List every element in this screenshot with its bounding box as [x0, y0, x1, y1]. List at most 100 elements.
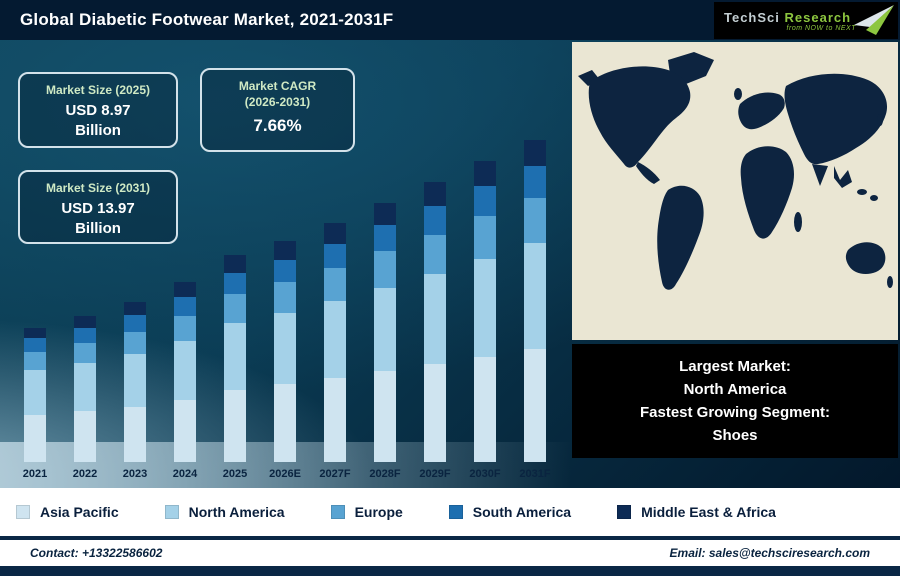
bar-segment-middle-east-africa[interactable]	[74, 316, 96, 328]
bar-column-2023: 2023	[110, 66, 160, 486]
bar-segment-middle-east-africa[interactable]	[24, 328, 46, 338]
bar-segment-south-america[interactable]	[124, 315, 146, 332]
bar-segment-asia-pacific[interactable]	[24, 415, 46, 462]
bar-stack	[524, 140, 546, 462]
header-bar: Global Diabetic Footwear Market, 2021-20…	[0, 0, 900, 40]
bar-segment-south-america[interactable]	[174, 297, 196, 316]
bar-segment-middle-east-africa[interactable]	[524, 140, 546, 166]
legend-item-south-america: South America	[448, 504, 572, 520]
bar-segment-north-america[interactable]	[224, 323, 246, 390]
bar-segment-europe[interactable]	[224, 294, 246, 323]
bar-segment-middle-east-africa[interactable]	[324, 223, 346, 244]
bar-segment-asia-pacific[interactable]	[324, 378, 346, 462]
bar-segment-europe[interactable]	[524, 198, 546, 243]
fastest-segment-label: Fastest Growing Segment:	[639, 404, 831, 421]
bar-chart: 2021 2022 2023 2024 2025 2026E 2027F 2028F 2029F…	[10, 66, 570, 486]
x-axis-label: 2026E	[269, 468, 301, 480]
bar-segment-asia-pacific[interactable]	[374, 371, 396, 462]
bar-segment-europe[interactable]	[374, 251, 396, 288]
bar-segment-north-america[interactable]	[474, 259, 496, 357]
bar-segment-middle-east-africa[interactable]	[374, 203, 396, 225]
legend-swatch	[448, 505, 463, 519]
bar-stack	[424, 182, 446, 462]
bar-column-2031f: 2031F	[510, 66, 560, 486]
bar-segment-north-america[interactable]	[274, 313, 296, 384]
x-axis-label: 2024	[172, 468, 198, 480]
card-value-unit: Billion	[75, 122, 121, 139]
legend-item-europe: Europe	[330, 504, 403, 520]
bar-segment-europe[interactable]	[24, 352, 46, 370]
bar-segment-asia-pacific[interactable]	[174, 400, 196, 462]
page-title: Global Diabetic Footwear Market, 2021-20…	[20, 10, 394, 29]
x-axis-label: 2031F	[519, 468, 551, 480]
bar-column-2030f: 2030F	[460, 66, 510, 486]
legend: Asia Pacific North America Europe South Ame…	[0, 488, 900, 536]
bar-column-2027f: 2027F	[310, 66, 360, 486]
bar-segment-asia-pacific[interactable]	[274, 384, 296, 462]
bar-segment-europe[interactable]	[324, 268, 346, 301]
bar-segment-north-america[interactable]	[424, 274, 446, 364]
bar-segment-north-america[interactable]	[524, 243, 546, 349]
bar-segment-asia-pacific[interactable]	[524, 349, 546, 462]
x-axis-label: 2023	[122, 468, 148, 480]
bar-segment-europe[interactable]	[424, 235, 446, 274]
bar-stack	[24, 328, 46, 462]
bar-segment-middle-east-africa[interactable]	[224, 255, 246, 273]
bar-segment-asia-pacific[interactable]	[74, 411, 96, 462]
bar-segment-north-america[interactable]	[324, 301, 346, 378]
bar-segment-south-america[interactable]	[24, 338, 46, 352]
bar-segment-south-america[interactable]	[274, 260, 296, 282]
legend-swatch	[617, 505, 632, 519]
bar-segment-south-america[interactable]	[474, 186, 496, 216]
bar-segment-middle-east-africa[interactable]	[274, 241, 296, 260]
bar-segment-south-america[interactable]	[224, 273, 246, 294]
bar-segment-asia-pacific[interactable]	[224, 390, 246, 462]
bar-segment-asia-pacific[interactable]	[474, 357, 496, 462]
bar-column-2024: 2024	[160, 66, 210, 486]
bar-column-2025: 2025	[210, 66, 260, 486]
bar-segment-asia-pacific[interactable]	[424, 364, 446, 462]
x-axis-label: 2029F	[419, 468, 451, 480]
logo-tagline: from NOW to NEXT	[786, 24, 856, 32]
continents	[578, 52, 893, 290]
card-label-sub: (2026-2031)	[244, 95, 311, 109]
chart-region: 2021 2022 2023 2024 2025 2026E 2027F 2028F 2029F…	[0, 40, 900, 488]
card-value-unit: Billion	[75, 220, 121, 237]
card-value: USD 13.97	[61, 200, 135, 217]
bar-segment-europe[interactable]	[274, 282, 296, 313]
legend-label: South America	[472, 504, 572, 520]
bar-segment-asia-pacific[interactable]	[124, 407, 146, 462]
bar-segment-north-america[interactable]	[74, 363, 96, 411]
bar-stack	[324, 223, 346, 462]
bar-segment-north-america[interactable]	[174, 341, 196, 400]
bar-stack	[224, 255, 246, 462]
bar-segment-middle-east-africa[interactable]	[174, 282, 196, 297]
x-axis-label: 2022	[72, 468, 98, 480]
bar-segment-south-america[interactable]	[74, 328, 96, 343]
bar-segment-europe[interactable]	[124, 332, 146, 354]
footer-divider	[0, 536, 900, 540]
logo-part1: TechSci	[724, 9, 780, 25]
bar-column-2026e: 2026E	[260, 66, 310, 486]
bar-segment-middle-east-africa[interactable]	[124, 302, 146, 315]
bar-segment-europe[interactable]	[74, 343, 96, 363]
legend-item-north-america: North America	[164, 504, 285, 520]
bar-segment-middle-east-africa[interactable]	[474, 161, 496, 186]
bar-segment-south-america[interactable]	[374, 225, 396, 251]
bar-segment-south-america[interactable]	[524, 166, 546, 198]
bar-segment-middle-east-africa[interactable]	[424, 182, 446, 206]
bar-segment-north-america[interactable]	[24, 370, 46, 415]
bar-stack	[174, 282, 196, 462]
bar-column-2029f: 2029F	[410, 66, 460, 486]
bar-segment-north-america[interactable]	[124, 354, 146, 407]
card-market-size-2031: Market Size (2031) USD 13.97 Billion	[18, 170, 178, 244]
bar-segment-south-america[interactable]	[424, 206, 446, 235]
bar-segment-north-america[interactable]	[374, 288, 396, 371]
bar-segment-south-america[interactable]	[324, 244, 346, 268]
market-highlight-box: Largest Market: North America Fastest Gr…	[572, 344, 898, 458]
card-market-cagr: Market CAGR (2026-2031) 7.66%	[200, 68, 355, 152]
legend-item-asia-pacific: Asia Pacific	[16, 504, 119, 520]
bar-segment-europe[interactable]	[174, 316, 196, 341]
bar-segment-europe[interactable]	[474, 216, 496, 259]
